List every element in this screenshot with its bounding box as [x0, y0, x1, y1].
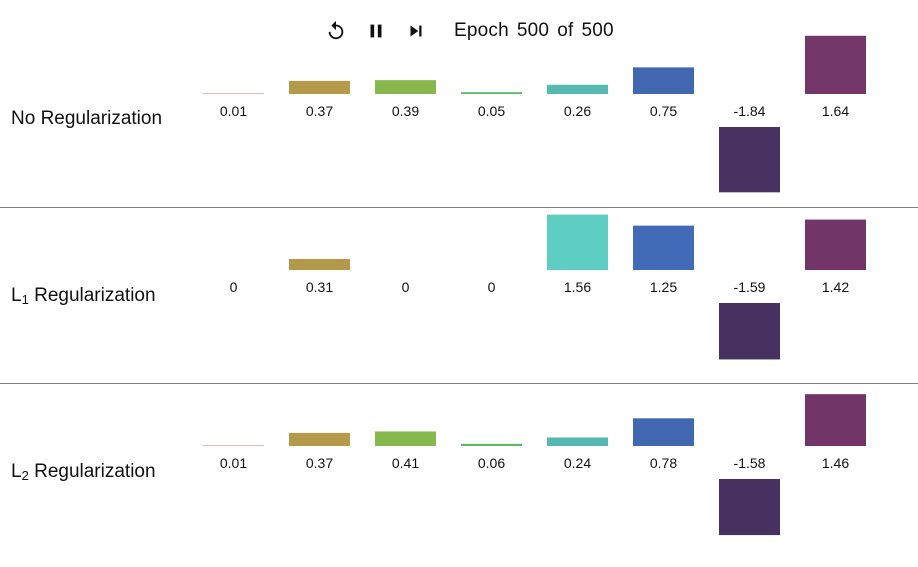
weight-bar — [289, 432, 350, 446]
weight-value-label: 0 — [488, 279, 496, 295]
restart-icon — [328, 20, 344, 40]
weight-bar — [719, 127, 780, 193]
weight-value-label: -1.58 — [734, 455, 766, 471]
weight-value-label: 0.26 — [564, 103, 591, 119]
weight-value-label: 0.01 — [220, 103, 247, 119]
row-divider — [0, 383, 918, 384]
weight-value-label: 0.37 — [306, 455, 333, 471]
weight-value-label: 1.25 — [650, 279, 677, 295]
weight-value-label: 1.42 — [822, 279, 849, 295]
weight-bar — [805, 219, 866, 270]
weight-bar — [719, 479, 780, 536]
row-label-l2-regularization: L2 Regularization — [11, 461, 156, 483]
weight-value-label: 0 — [402, 279, 410, 295]
weight-bar — [289, 258, 350, 270]
weight-value-label: 0.01 — [220, 455, 247, 471]
weight-bar — [547, 214, 608, 270]
weight-value-label: 0.24 — [564, 455, 591, 471]
weight-bar — [719, 303, 780, 360]
weight-bar — [633, 418, 694, 446]
weight-bar — [289, 80, 350, 94]
weight-bar — [633, 67, 694, 94]
epoch-total: 500 — [581, 20, 614, 41]
pause-icon — [370, 24, 382, 38]
weight-bar — [805, 35, 866, 94]
epoch-label: Epoch — [454, 20, 509, 41]
weight-value-label: 0.05 — [478, 103, 505, 119]
weight-value-label: -1.59 — [734, 279, 766, 295]
playback-toolbar: Epoch 500 of 500 — [324, 16, 622, 46]
row-label-l1-regularization: L1 Regularization — [11, 285, 156, 307]
weight-value-label: -1.84 — [734, 103, 766, 119]
weight-value-label: 0.31 — [306, 279, 333, 295]
weight-bar — [375, 431, 436, 446]
epoch-of: of — [557, 20, 574, 41]
weight-bar — [805, 394, 866, 446]
weight-bar — [461, 92, 522, 94]
step-forward-button[interactable] — [404, 19, 428, 43]
restart-button[interactable] — [324, 19, 348, 43]
weight-value-label: 0.41 — [392, 455, 419, 471]
weight-value-label: 0.39 — [392, 103, 419, 119]
weight-bar — [461, 443, 522, 446]
pause-button[interactable] — [364, 19, 388, 43]
epoch-counter: Epoch 500 of 500 — [454, 20, 622, 42]
weight-value-label: 0.75 — [650, 103, 677, 119]
weight-bar — [633, 225, 694, 270]
weight-value-label: 1.46 — [822, 455, 849, 471]
weight-bar — [547, 84, 608, 94]
weight-value-label: 0.78 — [650, 455, 677, 471]
weight-value-label: 0 — [230, 279, 238, 295]
row-divider — [0, 207, 918, 208]
weight-value-label: 1.64 — [822, 103, 849, 119]
epoch-current: 500 — [516, 20, 550, 41]
weight-value-label: 0.37 — [306, 103, 333, 119]
weight-value-label: 1.56 — [564, 279, 591, 295]
weight-value-label: 0.06 — [478, 455, 505, 471]
weight-bar — [547, 437, 608, 446]
weight-bar — [375, 80, 436, 94]
step-forward-icon — [410, 25, 422, 37]
row-label-no-regularization: No Regularization — [11, 108, 163, 129]
